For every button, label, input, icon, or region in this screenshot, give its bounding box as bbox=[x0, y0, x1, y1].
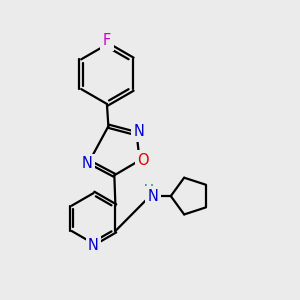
Text: N: N bbox=[82, 157, 92, 172]
Text: F: F bbox=[103, 33, 111, 48]
Text: O: O bbox=[137, 153, 149, 168]
Text: H: H bbox=[144, 183, 154, 196]
Text: N: N bbox=[133, 124, 144, 139]
Text: N: N bbox=[88, 238, 99, 253]
Text: N: N bbox=[148, 189, 158, 204]
